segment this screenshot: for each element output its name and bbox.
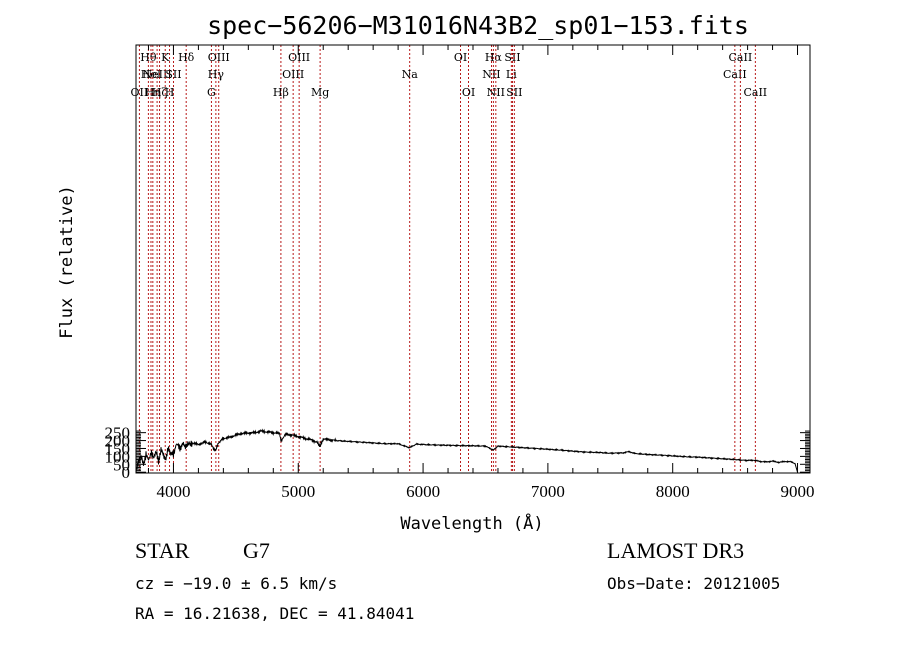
y-axis-label: Flux (relative) <box>57 185 77 339</box>
marker-label: SII <box>165 68 181 81</box>
y-tick-label: 250 <box>105 424 131 443</box>
marker-label: OI <box>462 86 475 99</box>
x-axis: 4000 5000 6000 7000 8000 9000 <box>147 45 815 501</box>
marker-label: OIII <box>208 51 230 64</box>
x-tick-label: 7000 <box>531 482 565 501</box>
survey-name: LAMOST DR3 <box>607 538 745 563</box>
marker-label: NeIII <box>143 68 172 81</box>
marker-label: Mg <box>311 86 329 99</box>
spectrum-line <box>135 428 798 473</box>
marker-label: CaII <box>743 86 767 99</box>
marker-label: Hγ <box>208 68 225 81</box>
obs-date-text: Obs−Date: 20121005 <box>607 574 781 593</box>
marker-label: H <box>165 86 175 99</box>
x-tick-label: 4000 <box>156 482 190 501</box>
marker-label: NII <box>482 68 500 81</box>
series-group <box>135 428 798 473</box>
y-tick-label: 100 <box>105 447 131 466</box>
marker-label: Hα <box>485 51 503 64</box>
object-class: STAR <box>135 538 190 563</box>
y-tick-label: 50 <box>113 455 130 474</box>
marker-label: Na <box>402 68 419 81</box>
marker-label: OIII <box>282 68 304 81</box>
plot-frame <box>135 44 811 474</box>
coords-text: RA = 16.21638, DEC = 41.84041 <box>135 604 415 623</box>
chart-title: spec−56206−M31016N43B2_sp01−153.fits <box>207 11 749 40</box>
marker-label: G <box>207 86 216 99</box>
x-tick-label: 5000 <box>281 482 315 501</box>
marker-label: Hβ <box>273 86 289 99</box>
object-subclass: G7 <box>243 538 270 563</box>
marker-label: OI <box>454 51 467 64</box>
x-tick-label: 8000 <box>656 482 690 501</box>
marker-label: Li <box>506 68 517 81</box>
marker-label: CaII <box>723 68 747 81</box>
y-tick-label: 150 <box>105 439 131 458</box>
marker-label: Hδ <box>178 51 195 64</box>
marker-label: K <box>161 51 170 64</box>
marker-label: SII <box>504 51 520 64</box>
marker-label: SII <box>506 86 522 99</box>
marker-label: OIII <box>288 51 310 64</box>
marker-label: CaII <box>729 51 753 64</box>
redshift-text: cz = −19.0 ± 6.5 km/s <box>135 574 338 593</box>
marker-label: Hθ <box>140 51 157 64</box>
marker-label: NII <box>487 86 505 99</box>
marker-label: OII <box>131 86 149 99</box>
y-tick-label: 0 <box>122 463 131 482</box>
marker-label: HeI <box>141 68 161 81</box>
marker-label: Hζ <box>152 86 168 99</box>
line-markers: OIIHθHeIHηNeIIIHζKHSIIHδGHγOIIIHβOIIIOII… <box>131 45 767 473</box>
x-tick-label: 6000 <box>406 482 440 501</box>
x-tick-label: 9000 <box>781 482 815 501</box>
x-axis-label: Wavelength (Å) <box>400 512 543 534</box>
y-tick-label: 200 <box>105 432 131 451</box>
